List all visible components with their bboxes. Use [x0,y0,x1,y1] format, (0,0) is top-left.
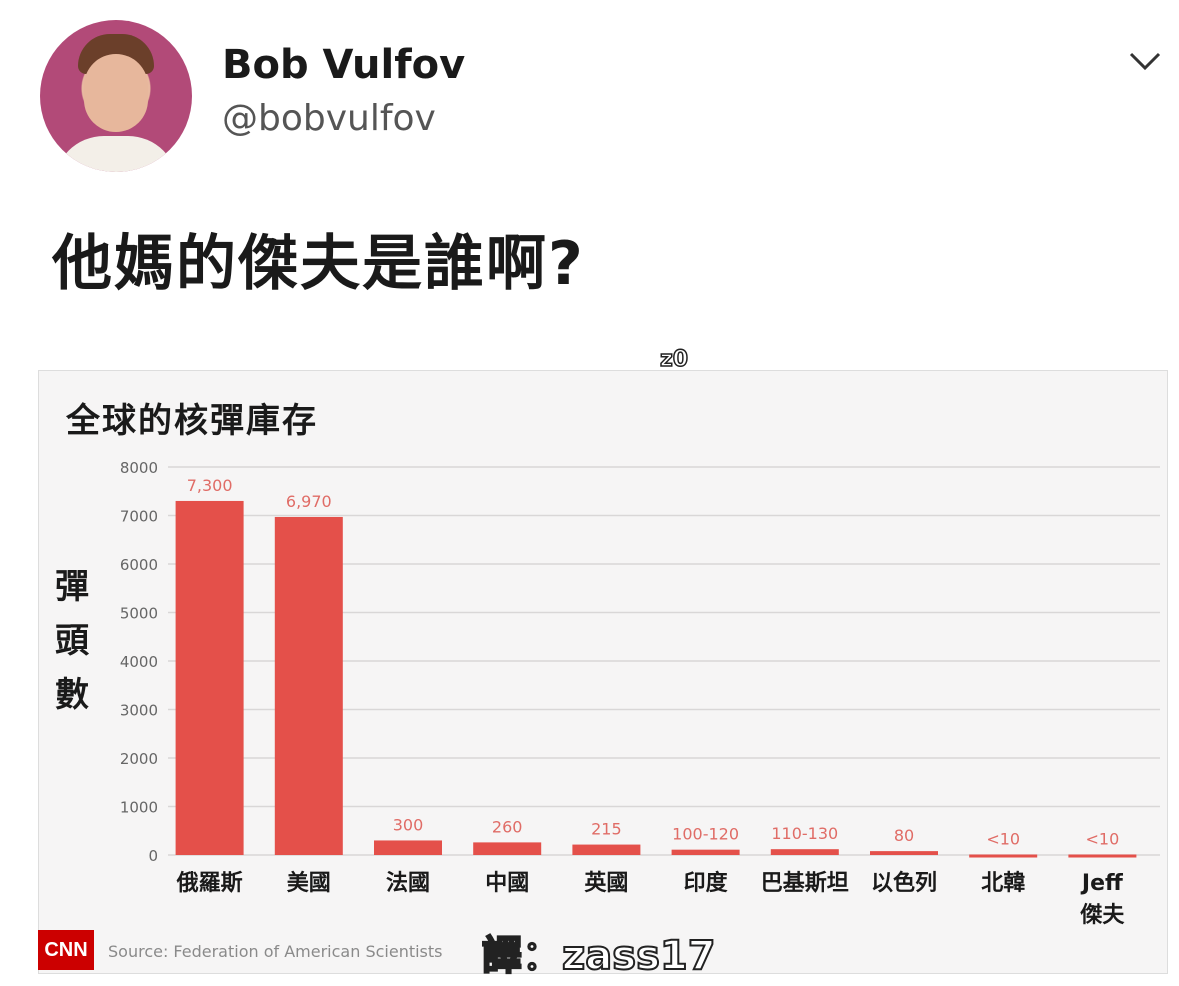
data-label: <10 [986,830,1020,849]
data-label: 215 [591,820,622,839]
y-tick-label: 7000 [120,508,158,526]
avatar-face [84,54,148,132]
avatar[interactable] [40,20,192,172]
bar [572,844,641,855]
y-tick-label: 1000 [120,799,158,817]
y-axis-label: 彈頭數 [52,560,92,722]
data-label: 260 [492,817,523,836]
source-caption: Source: Federation of American Scientist… [108,942,443,961]
bar [374,840,442,855]
y-axis-label-char: 數 [55,675,89,715]
bar [175,500,244,855]
chart-title: 全球的核彈庫存 [66,401,318,441]
bar [770,849,839,855]
x-category-label: 英國 [584,871,628,896]
y-tick-label: 6000 [120,556,158,574]
bar [274,516,343,855]
x-category-label: Jeff [1080,871,1124,896]
user-handle[interactable]: @bobvulfov [222,98,436,139]
x-category-label: 美國 [287,870,331,896]
y-axis-label-char: 頭 [55,621,89,661]
bar [870,851,938,855]
bar [671,849,740,855]
tweet-text: 他媽的傑夫是誰啊? [52,229,585,299]
data-label: <10 [1086,830,1120,849]
x-category-label: 法國 [386,871,430,896]
y-tick-label: 2000 [120,750,158,768]
data-label: 100-120 [672,825,739,844]
x-category-label: 以色列 [871,870,937,896]
y-axis-label-char: 彈 [55,567,89,607]
x-category-label: 俄羅斯 [176,870,243,896]
y-tick-label: 8000 [120,459,158,477]
chevron-down-icon[interactable] [1128,50,1162,72]
display-name[interactable]: Bob Vulfov [222,42,466,88]
data-label: 6,970 [286,492,332,511]
translator-credit: 譯：zass17 [481,932,717,980]
bar [473,842,542,855]
watermark-top: z0 [659,346,689,373]
x-category-label: 傑夫 [1079,902,1125,928]
bar [1068,854,1137,858]
x-category-label: 巴基斯坦 [761,870,849,896]
y-tick-label: 4000 [120,653,158,671]
data-label: 7,300 [187,476,233,495]
y-tick-label: 0 [148,847,158,865]
x-category-label: 中國 [485,871,529,896]
bar [969,854,1038,858]
cnn-logo: CNN [38,930,94,970]
x-category-label: 北韓 [981,870,1025,896]
y-tick-label: 3000 [120,702,158,720]
data-label: 300 [393,815,424,834]
y-tick-label: 5000 [120,605,158,623]
data-label: 80 [894,826,914,845]
data-label: 110-130 [771,824,838,843]
x-category-label: 印度 [684,870,729,896]
